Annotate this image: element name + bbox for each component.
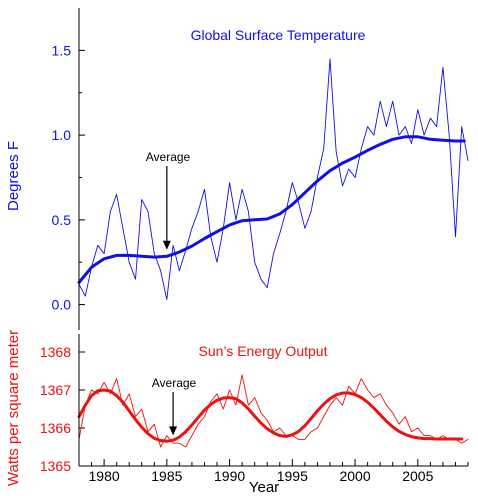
solar-y-axis-label: Watts per square meter [5, 330, 22, 486]
x-axis: 1980 1985 1990 1995 2000 2005 Year [78, 459, 469, 496]
temperature-monthly-line [78, 58, 469, 300]
x-tick-label: 2005 [402, 468, 433, 484]
temperature-average-label: Average [146, 150, 191, 164]
x-tick-label: 2000 [339, 468, 370, 484]
x-tick-label: 1990 [214, 468, 245, 484]
x-tick-label: 1995 [277, 468, 308, 484]
temperature-series [77, 58, 469, 300]
temperature-y-tick-label: 0.0 [52, 297, 72, 313]
temperature-gridlines: 0.0 0.5 1.0 1.5 [52, 42, 85, 313]
solar-average-annotation: Average [152, 376, 197, 436]
solar-y-tick-label: 1368 [40, 344, 71, 360]
solar-y-tick-label: 1365 [40, 458, 71, 474]
temperature-y-axis-label: Degrees F [5, 141, 22, 211]
x-axis-label: Year [249, 479, 279, 496]
solar-average-label: Average [152, 376, 197, 390]
solar-chart-title: Sun’s Energy Output [199, 343, 328, 359]
temperature-panel: 0.00.51.01.5 Global Surface Temperature … [5, 8, 469, 330]
solar-panel: 1365 1366 1367 1368 Sun’s Energy Output Wat… [5, 330, 469, 486]
solar-gridlines: 1365 1366 1367 1368 [40, 344, 85, 474]
temperature-average-arrow-head [162, 240, 171, 250]
solar-y-tick-label: 1366 [40, 420, 71, 436]
temperature-average-annotation: Average [146, 150, 191, 250]
temperature-average-line [77, 135, 466, 284]
solar-average-arrow-head [169, 426, 178, 436]
temperature-y-tick-label: 1.0 [52, 127, 72, 143]
temperature-y-tick-label: 0.5 [52, 212, 72, 228]
solar-y-tick-label: 1367 [40, 382, 71, 398]
solar-average-line [77, 388, 464, 443]
temperature-chart-title: Global Surface Temperature [191, 27, 366, 43]
x-tick-label: 1985 [151, 468, 182, 484]
solar-series [77, 374, 469, 448]
x-tick-label: 1980 [89, 468, 120, 484]
temperature-y-tick-label: 1.5 [52, 42, 72, 58]
